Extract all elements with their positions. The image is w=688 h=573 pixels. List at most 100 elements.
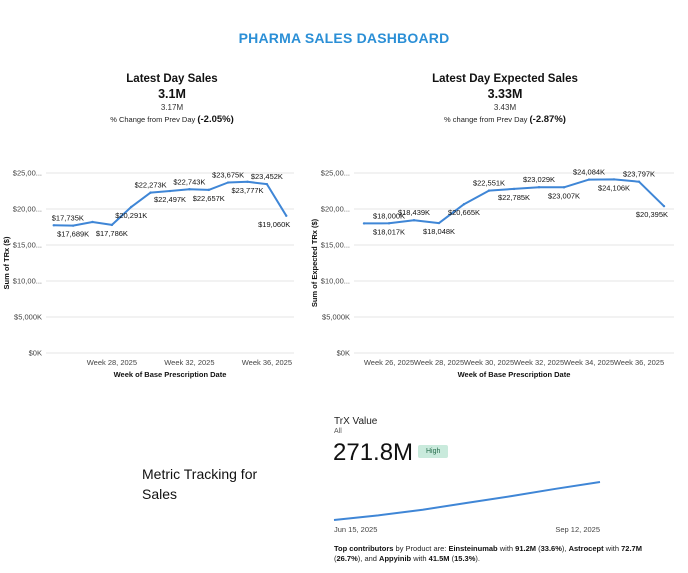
x-axis-title: Week of Base Prescription Date	[458, 370, 571, 379]
data-point	[149, 191, 152, 194]
data-label: $19,060K	[258, 220, 290, 229]
trx-value: 271.8M	[333, 439, 414, 466]
contrib-product-2: Astrocept	[568, 544, 604, 553]
kpi-title: Latest Day Expected Sales	[432, 73, 578, 85]
x-tick-label: Week 32, 2025	[164, 358, 214, 367]
data-label: $22,785K	[498, 193, 530, 202]
y-tick-label: $15,00...	[13, 241, 42, 250]
data-label: $23,797K	[623, 170, 655, 179]
x-tick-label: Week 34, 2025	[564, 358, 614, 367]
kpi-change: % change from Prev Day (-2.87%)	[375, 114, 635, 125]
data-point	[637, 180, 641, 183]
contrib-pct-1: 33.6%	[540, 544, 562, 553]
data-point	[612, 178, 616, 181]
expected-sales-line-chart[interactable]: $0K $5,000K $10,00... $15,00... $20,00... $25…	[304, 160, 688, 390]
data-label: $23,452K	[251, 172, 283, 181]
sales-line-chart[interactable]: $0K $5,000K $10,00... $15,00... $20,00... $25…	[0, 160, 344, 390]
y-tick-label: $10,00...	[321, 277, 350, 286]
contrib-product-3: Appyinib	[379, 554, 412, 563]
x-tick-label: Week 36, 2025	[614, 358, 664, 367]
data-label: $18,017K	[373, 227, 405, 236]
data-point	[71, 224, 75, 227]
data-point	[91, 220, 94, 224]
dashboard-title: PHARMA SALES DASHBOARD	[238, 30, 450, 46]
kpi-latest-day-sales: Latest Day Sales 3.1M 3.17M % Change fro…	[42, 73, 302, 125]
data-label: $17,786K	[96, 229, 128, 238]
data-point	[587, 178, 591, 181]
contrib-text: (	[449, 554, 455, 563]
contrib-value-1: 91.2M	[515, 544, 537, 553]
y-tick-label: $25,00...	[13, 169, 42, 178]
data-label: $22,657K	[193, 194, 225, 203]
sparkline-end-label: Sep 12, 2025	[555, 525, 600, 534]
kpi-latest-day-expected-sales: Latest Day Expected Sales 3.33M 3.43M % …	[375, 73, 635, 125]
data-point	[207, 188, 210, 192]
data-point	[662, 204, 666, 208]
y-axis-title: Sum of TRx ($)	[2, 236, 11, 289]
y-tick-label: $5,000K	[322, 313, 350, 322]
contrib-text: ).	[475, 554, 480, 563]
data-label: $23,029K	[523, 175, 555, 184]
data-point	[412, 219, 416, 222]
contrib-text: (	[536, 544, 541, 553]
data-label: $23,007K	[548, 191, 580, 200]
x-tick-label: Week 36, 2025	[242, 358, 292, 367]
data-label: $18,000K	[373, 211, 405, 220]
x-tick-label: Week 26, 2025	[364, 358, 414, 367]
kpi-change-label: % Change from Prev Day	[110, 115, 196, 124]
y-tick-label: $0K	[337, 349, 350, 358]
data-label: $23,777K	[231, 186, 263, 195]
contrib-value-2: 72.7M	[621, 544, 642, 553]
data-label: $20,291K	[115, 211, 147, 220]
contrib-text: ),	[561, 544, 569, 553]
data-label: $24,106K	[598, 183, 630, 192]
kpi-value: 3.1M	[158, 87, 186, 101]
data-point	[110, 223, 114, 227]
kpi-change-label: % change from Prev Day	[444, 115, 528, 124]
y-tick-label: $0K	[29, 349, 42, 358]
data-label: $24,084K	[573, 168, 605, 177]
y-tick-label: $25,00...	[321, 169, 350, 178]
kpi-previous-value: 3.43M	[493, 103, 517, 112]
x-tick-label: Week 30, 2025	[464, 358, 514, 367]
data-label: $23,675K	[212, 171, 244, 180]
y-tick-label: $5,000K	[14, 313, 42, 322]
data-point	[462, 203, 466, 206]
trx-value-title: TrX Value	[334, 416, 378, 427]
kpi-previous-value: 3.17M	[160, 103, 184, 112]
data-label: $22,743K	[173, 177, 205, 186]
contrib-product-1: Einsteinumab	[448, 544, 498, 553]
data-label: $22,273K	[135, 181, 167, 190]
data-label: $17,735K	[52, 213, 84, 222]
data-point	[285, 214, 288, 217]
data-label: $18,048K	[423, 227, 455, 236]
data-label: $18,439K	[398, 208, 430, 217]
data-point	[512, 187, 516, 191]
contrib-pct-3: 15.3%	[454, 554, 476, 563]
kpi-title: Latest Day Sales	[126, 73, 218, 85]
metric-tracking-text: Metric Tracking for Sales	[142, 466, 258, 502]
contrib-text: with	[603, 544, 622, 553]
top-contributors-text: Top contributors by Product are: Einstei…	[334, 544, 664, 564]
data-point	[188, 188, 191, 191]
data-point	[537, 185, 541, 189]
contrib-text: ), and	[357, 554, 380, 563]
data-point	[437, 221, 441, 225]
x-axis-title: Week of Base Prescription Date	[114, 370, 227, 379]
contrib-text: (	[334, 554, 337, 563]
data-point	[387, 222, 391, 225]
contrib-pct-2: 26.7%	[336, 554, 358, 563]
kpi-change: % Change from Prev Day (-2.05%)	[42, 114, 302, 125]
data-point	[130, 205, 133, 209]
data-label: $22,551K	[473, 179, 505, 188]
kpi-change-value: (-2.87%)	[529, 114, 566, 125]
trx-sparkline[interactable]: Jun 15, 2025 Sep 12, 2025	[330, 476, 610, 538]
data-label: $17,689K	[57, 230, 89, 239]
trx-status-badge: High	[418, 445, 449, 458]
data-point	[246, 180, 249, 184]
data-label: $22,497K	[154, 195, 186, 204]
y-tick-label: $20,00...	[13, 205, 42, 214]
contrib-text: with	[497, 544, 516, 553]
data-point	[487, 189, 491, 192]
x-tick-label: Week 28, 2025	[414, 358, 464, 367]
